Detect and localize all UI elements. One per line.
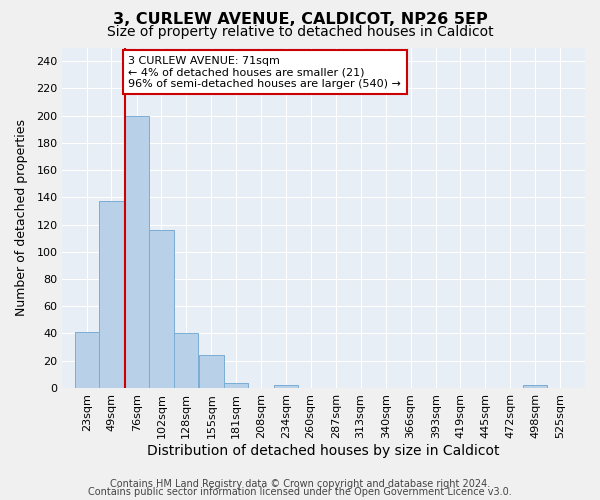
Text: 3 CURLEW AVENUE: 71sqm
← 4% of detached houses are smaller (21)
96% of semi-deta: 3 CURLEW AVENUE: 71sqm ← 4% of detached … (128, 56, 401, 89)
X-axis label: Distribution of detached houses by size in Caldicot: Distribution of detached houses by size … (148, 444, 500, 458)
Text: Size of property relative to detached houses in Caldicot: Size of property relative to detached ho… (107, 25, 493, 39)
Bar (174, 334, 198, 388)
Bar (199, 356, 224, 388)
Y-axis label: Number of detached properties: Number of detached properties (15, 119, 28, 316)
Bar (523, 385, 547, 388)
Text: Contains HM Land Registry data © Crown copyright and database right 2024.: Contains HM Land Registry data © Crown c… (110, 479, 490, 489)
Bar (75, 332, 99, 388)
Bar (149, 230, 174, 388)
Bar (274, 385, 298, 388)
Bar (99, 202, 124, 388)
Text: Contains public sector information licensed under the Open Government Licence v3: Contains public sector information licen… (88, 487, 512, 497)
Bar (224, 382, 248, 388)
Bar (125, 116, 149, 388)
Text: 3, CURLEW AVENUE, CALDICOT, NP26 5EP: 3, CURLEW AVENUE, CALDICOT, NP26 5EP (113, 12, 487, 28)
